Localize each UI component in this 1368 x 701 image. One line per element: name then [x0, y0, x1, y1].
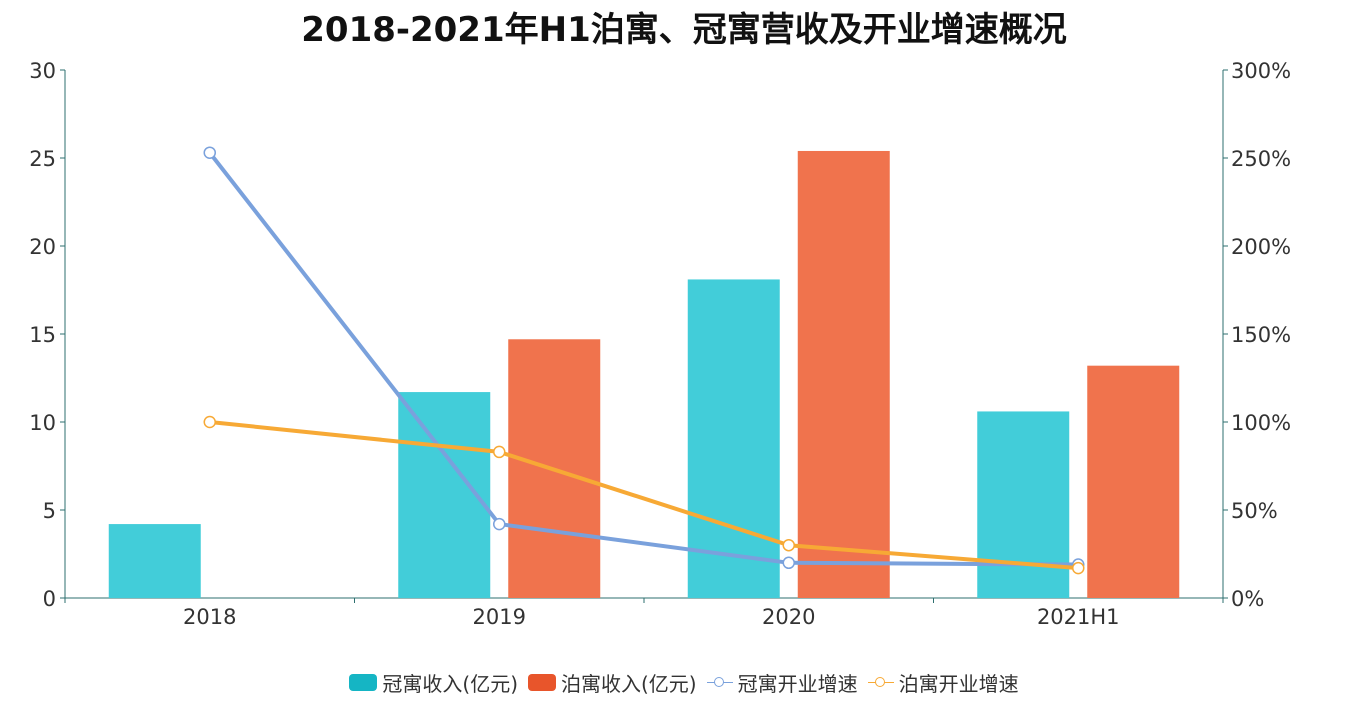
y-left-tick-label: 5: [43, 499, 56, 523]
line-point: [1072, 561, 1085, 575]
chart-title: 2018-2021年H1泊寓、冠寓营收及开业增速概况: [301, 10, 1067, 50]
bars-layer: [108, 150, 1180, 598]
bar: [1087, 365, 1180, 598]
line-point: [203, 146, 216, 159]
y-right-tick-label: 150%: [1231, 323, 1291, 347]
y-right-tick-label: 300%: [1231, 59, 1291, 83]
legend-item-boyu-revenue[interactable]: 泊寓收入(亿元): [528, 668, 697, 697]
line-point: [782, 556, 795, 570]
x-tick-label: 2021H1: [1037, 605, 1120, 629]
y-right-tick-label: 250%: [1231, 147, 1291, 171]
y-left-tick-label: 0: [43, 587, 56, 611]
axes-layer: 0510152025300%50%100%150%200%250%300%201…: [29, 59, 1291, 629]
legend-swatch-guanyu-growth: [706, 675, 733, 691]
bar: [687, 279, 780, 598]
line-point: [782, 538, 795, 552]
bar: [797, 150, 890, 598]
x-tick-label: 2019: [473, 605, 526, 629]
y-left-tick-label: 20: [29, 235, 56, 259]
y-left-tick-label: 25: [29, 147, 56, 171]
x-tick-label: 2018: [183, 605, 236, 629]
y-left-tick-label: 30: [29, 59, 56, 83]
y-left-tick-label: 10: [29, 411, 56, 435]
line-point: [203, 415, 216, 429]
legend-item-guanyu-growth[interactable]: 冠寓开业增速: [706, 668, 858, 697]
legend-swatch-boyu-growth: [867, 675, 894, 691]
y-right-tick-label: 200%: [1231, 235, 1291, 259]
line-point: [493, 445, 506, 459]
x-tick-label: 2020: [762, 605, 815, 629]
line-point: [493, 517, 506, 531]
legend-swatch-guanyu-revenue: [349, 674, 378, 691]
legend: 冠寓收入(亿元) 泊寓收入(亿元) 冠寓开业增速 泊寓开业增速: [0, 668, 1368, 697]
y-right-tick-label: 0%: [1231, 587, 1264, 611]
legend-item-guanyu-revenue[interactable]: 冠寓收入(亿元): [349, 668, 518, 697]
y-left-tick-label: 15: [29, 323, 56, 347]
series-line: [208, 151, 1079, 567]
y-right-tick-label: 50%: [1231, 499, 1278, 523]
series-line: [209, 420, 1079, 571]
lines-layer: [203, 146, 1085, 575]
legend-swatch-boyu-revenue: [528, 674, 556, 691]
legend-label-boyu-revenue: 泊寓收入(亿元): [561, 672, 697, 696]
legend-item-boyu-growth[interactable]: 泊寓开业增速: [867, 668, 1019, 697]
bar: [108, 524, 201, 598]
y-right-tick-label: 100%: [1231, 411, 1291, 435]
legend-label-guanyu-revenue: 冠寓收入(亿元): [382, 672, 518, 696]
bar: [977, 411, 1070, 598]
legend-label-guanyu-growth: 冠寓开业增速: [737, 672, 858, 696]
legend-label-boyu-growth: 泊寓开业增速: [898, 672, 1019, 696]
